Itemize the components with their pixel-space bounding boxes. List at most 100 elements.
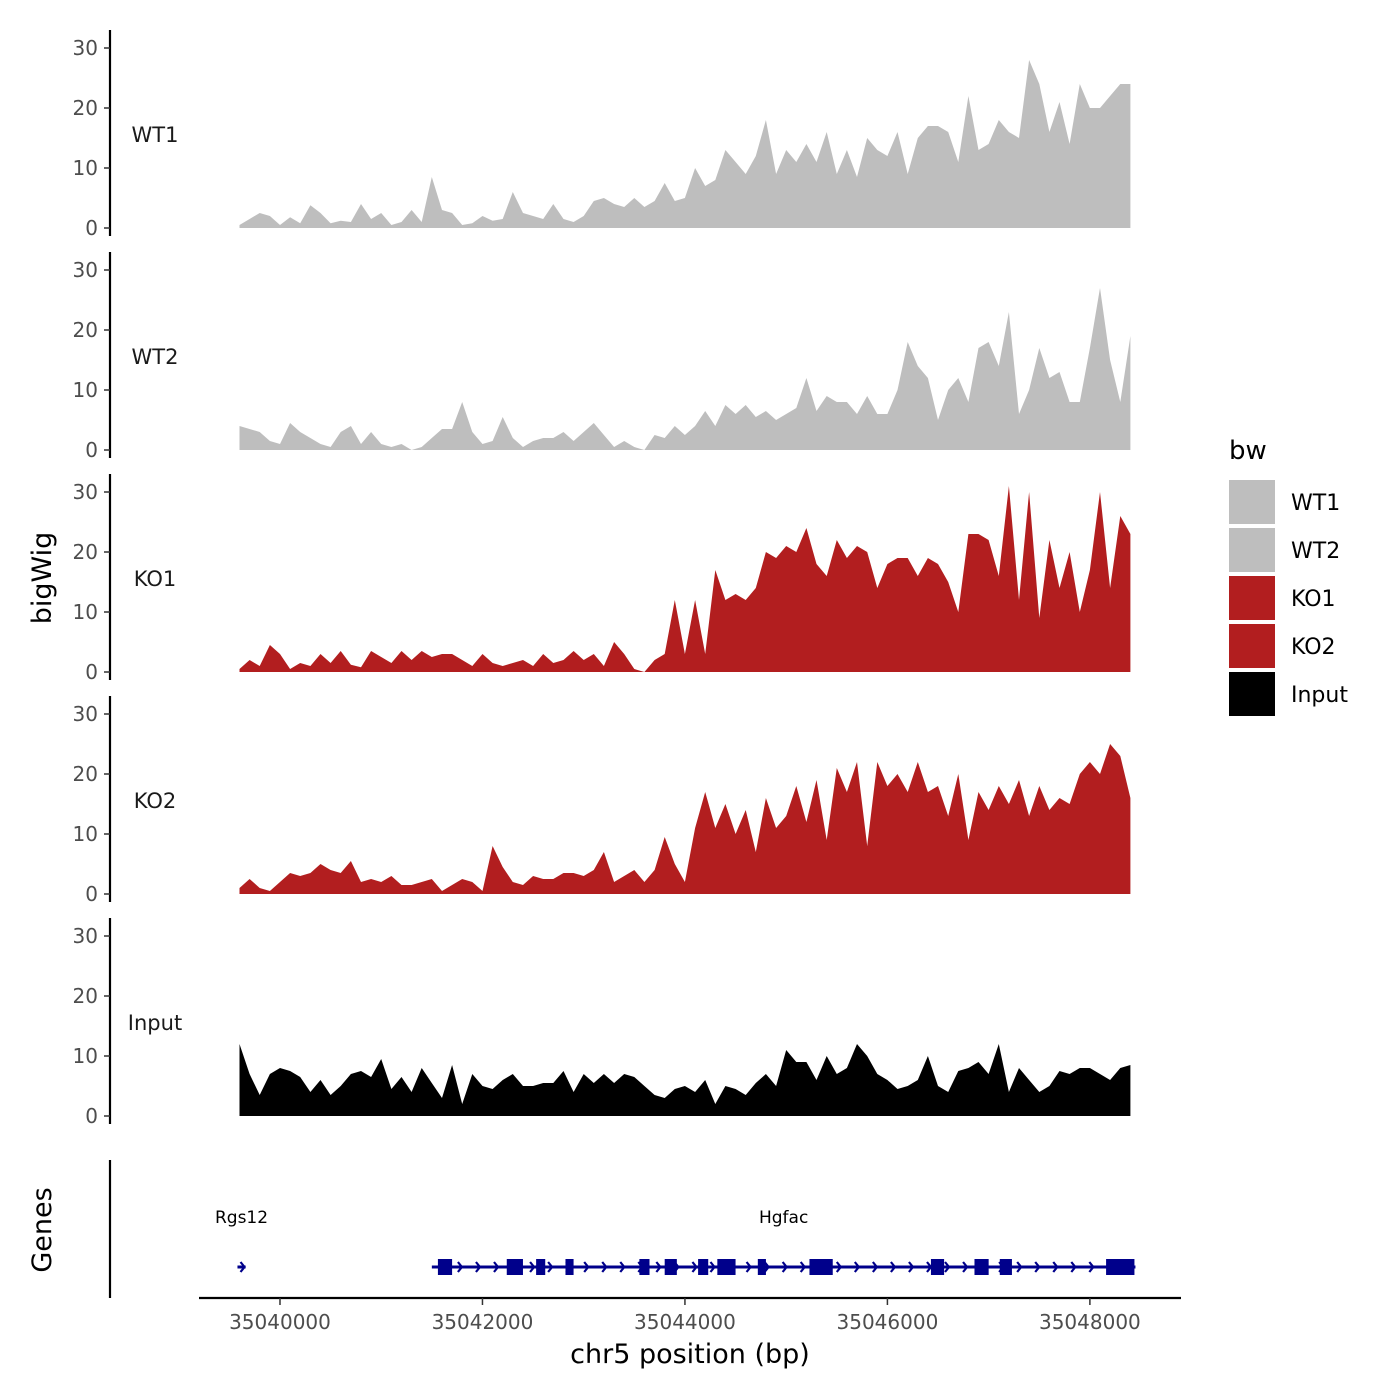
- legend-swatch-ko1: [1229, 576, 1275, 620]
- track-label-wt1: WT1: [132, 123, 179, 147]
- y-tick-label: 20: [73, 318, 98, 342]
- y-axes: 0 10 20 30 0 10 20 30 0 10 20 30 0 10 20 30 0 10 20 30: [73, 30, 112, 1128]
- y-tick-label: 0: [85, 216, 98, 240]
- legend-label-wt1: WT1: [1291, 491, 1340, 516]
- y-tick-label: 10: [73, 1044, 98, 1068]
- track-area-input: [239, 1044, 1131, 1116]
- legend-label-ko2: KO2: [1291, 635, 1336, 660]
- strand-arrow: [583, 1261, 590, 1273]
- strand-arrow: [1070, 1261, 1077, 1273]
- strand-arrow: [239, 1261, 246, 1273]
- legend-label-input: Input: [1291, 683, 1348, 708]
- legend-swatch-wt1: [1229, 480, 1275, 524]
- x-axis: 35040000 35042000 35044000 35046000 35048000: [199, 1296, 1181, 1334]
- y-tick-label: 10: [73, 822, 98, 846]
- strand-arrow: [655, 1261, 662, 1273]
- exon-block: [664, 1259, 677, 1275]
- strand-arrow: [871, 1261, 879, 1273]
- strand-arrow: [691, 1261, 698, 1273]
- track-label-ko2: KO2: [134, 789, 177, 813]
- strand-arrow: [457, 1261, 464, 1273]
- exon-block: [757, 1259, 766, 1275]
- exon-block: [999, 1259, 1012, 1275]
- y-tick-label: 20: [73, 762, 98, 786]
- x-tick-label: 35044000: [634, 1310, 736, 1334]
- x-axis-title: chr5 position (bp): [570, 1339, 810, 1370]
- exon-block: [1106, 1259, 1135, 1275]
- strand-arrow: [529, 1261, 536, 1273]
- legend-label-ko1: KO1: [1291, 587, 1336, 612]
- exon-block: [717, 1259, 736, 1275]
- y-tick-label: 0: [85, 438, 98, 462]
- strand-arrow: [1088, 1261, 1095, 1273]
- exon-block: [565, 1259, 574, 1275]
- exon-block: [809, 1259, 833, 1275]
- strand-arrow: [709, 1261, 716, 1273]
- y-tick-label: 30: [73, 924, 98, 948]
- strand-arrow: [547, 1261, 554, 1273]
- exon-block: [639, 1259, 650, 1275]
- legend-label-wt2: WT2: [1291, 539, 1340, 564]
- y-axis-title: bigWig: [27, 532, 58, 625]
- strand-arrow: [962, 1261, 969, 1273]
- strand-arrow: [890, 1261, 897, 1273]
- y-tick-label: 30: [73, 258, 98, 282]
- legend-swatch-ko2: [1229, 624, 1275, 668]
- track-label-input: Input: [128, 1011, 182, 1035]
- track-area-wt2: [239, 288, 1131, 450]
- y-tick-label: 20: [73, 540, 98, 564]
- strand-arrow: [1016, 1261, 1023, 1273]
- y-tick-label: 0: [85, 1104, 98, 1128]
- y-tick-label: 30: [73, 702, 98, 726]
- strand-arrow: [908, 1261, 915, 1273]
- y-tick-label: 0: [85, 882, 98, 906]
- gene-label-hgfac: Hgfac: [759, 1208, 808, 1228]
- x-tick-label: 35042000: [432, 1310, 534, 1334]
- y-tick-label: 20: [73, 984, 98, 1008]
- legend-swatch-input: [1229, 672, 1275, 716]
- exon-block: [974, 1259, 989, 1275]
- legend: bw WT1 WT2 KO1 KO2 Input: [1229, 436, 1348, 716]
- y-tick-label: 0: [85, 660, 98, 684]
- x-tick-label: 35046000: [837, 1310, 939, 1334]
- strand-arrow: [781, 1261, 789, 1273]
- y-tick-label: 10: [73, 378, 98, 402]
- x-tick-label: 35048000: [1039, 1310, 1141, 1334]
- strand-arrow: [944, 1261, 951, 1273]
- x-tick-label: 35040000: [229, 1310, 331, 1334]
- exon-block: [506, 1259, 523, 1275]
- legend-swatch-wt2: [1229, 528, 1275, 572]
- track-area-ko1: [239, 486, 1131, 672]
- gene-label-rgs12: Rgs12: [215, 1208, 268, 1228]
- strand-arrow: [619, 1261, 626, 1273]
- strand-arrow: [853, 1261, 861, 1273]
- y-tick-label: 30: [73, 480, 98, 504]
- track-label-wt2: WT2: [132, 345, 179, 369]
- strand-arrow: [835, 1261, 843, 1273]
- strand-arrow: [1034, 1261, 1041, 1273]
- track-label-ko1: KO1: [134, 567, 177, 591]
- strand-arrow: [763, 1261, 771, 1273]
- track-areas: [239, 60, 1131, 1116]
- exon-block: [930, 1259, 945, 1275]
- strand-arrow: [745, 1261, 752, 1273]
- strand-arrow: [601, 1261, 608, 1273]
- track-labels: WT1 WT2 KO1 KO2 Input: [128, 123, 182, 1035]
- strand-arrow: [493, 1261, 500, 1273]
- exon-block: [437, 1259, 453, 1275]
- legend-title: bw: [1229, 436, 1267, 466]
- track-area-ko2: [239, 744, 1131, 894]
- genes-panel-title: Genes: [27, 1187, 58, 1272]
- exon-block: [698, 1259, 709, 1275]
- genes-panel: Rgs12 Hgfac: [108, 1160, 1136, 1298]
- y-tick-label: 30: [73, 36, 98, 60]
- exon-block: [536, 1259, 546, 1275]
- strand-arrow: [1052, 1261, 1059, 1273]
- track-area-wt1: [239, 60, 1131, 228]
- y-tick-label: 20: [73, 96, 98, 120]
- strand-arrow: [475, 1261, 482, 1273]
- y-tick-label: 10: [73, 600, 98, 624]
- strand-arrow: [799, 1261, 807, 1273]
- y-tick-label: 10: [73, 156, 98, 180]
